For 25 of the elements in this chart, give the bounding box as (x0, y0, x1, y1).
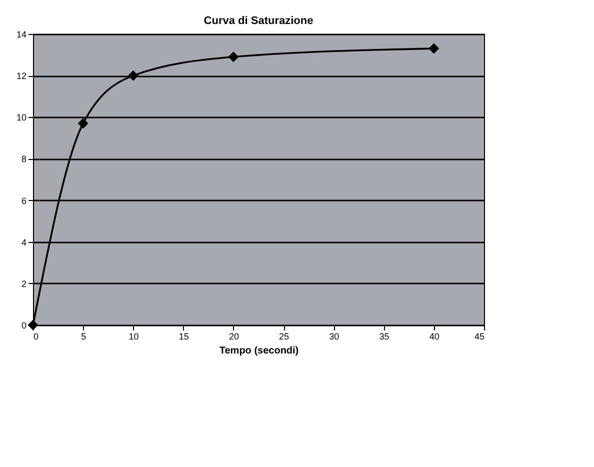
point (228, 52, 239, 62)
point (28, 320, 38, 330)
x-tick-label: 20 (228, 332, 239, 342)
x-tick-label: 45 (474, 332, 484, 342)
point (128, 70, 138, 81)
x-tick-label: 10 (128, 332, 139, 342)
point (78, 118, 88, 129)
y-tick-label: 6 (21, 196, 26, 206)
y-tick-label: 14 (16, 30, 26, 40)
x-tick-label: 35 (379, 332, 390, 342)
x-tick-label: 40 (429, 332, 440, 342)
y-tick-label: 4 (21, 237, 26, 248)
x-tick-label: 30 (329, 332, 340, 342)
y-tick-label: 12 (16, 71, 26, 82)
x-axis-title: Tempo (secondi) (219, 346, 299, 356)
y-tick-label: 2 (21, 278, 26, 289)
point (428, 43, 440, 54)
x-tick-label: 25 (279, 332, 290, 342)
x-tick-label: 15 (178, 332, 189, 342)
y-tick-label: 10 (16, 112, 26, 123)
x-tick-label: 0 (34, 332, 39, 342)
x-tick-label: 5 (81, 332, 86, 342)
y-tick-label: 8 (21, 154, 26, 164)
chart-title: Curva di Saturazione (204, 15, 314, 27)
y-tick-label: 0 (21, 320, 26, 330)
